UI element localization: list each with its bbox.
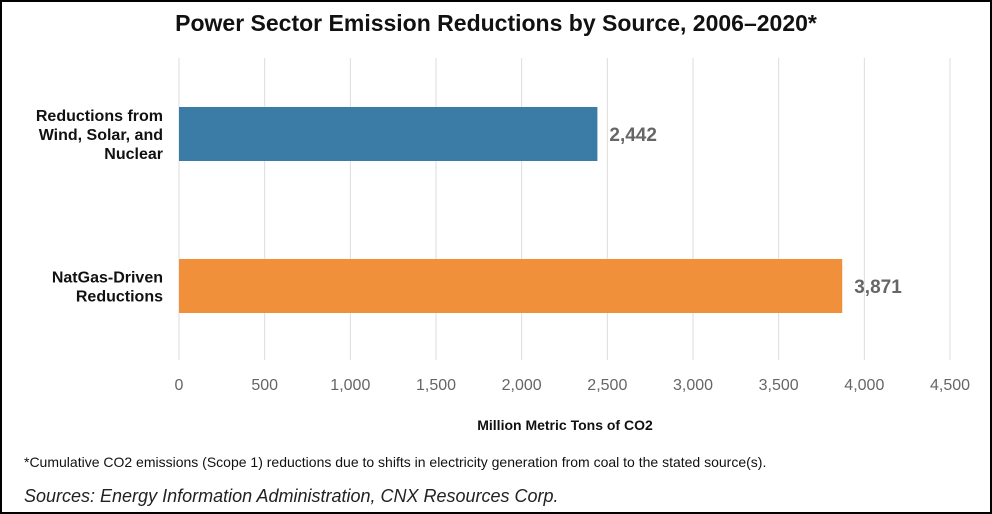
footnote: *Cumulative CO2 emissions (Scope 1) redu… (24, 454, 767, 470)
x-axis-title: Million Metric Tons of CO2 (477, 417, 653, 433)
x-tick-label: 1,500 (416, 377, 456, 394)
category-label: Reductions from Wind, Solar, and Nuclear (36, 108, 163, 163)
data-label: 2,442 (609, 125, 657, 146)
x-tick-label: 2,000 (502, 377, 542, 394)
x-tick-label: 4,000 (844, 377, 884, 394)
x-tick-label: 500 (251, 377, 278, 394)
x-tick-label: 3,000 (673, 377, 713, 394)
x-tick-label: 0 (175, 377, 184, 394)
category-label: NatGas-Driven Reductions (52, 270, 163, 306)
x-tick-label: 2,500 (587, 377, 627, 394)
x-tick-label: 1,000 (330, 377, 370, 394)
x-tick-label: 4,500 (930, 377, 970, 394)
x-tick-label: 3,500 (759, 377, 799, 394)
sources-note: Sources: Energy Information Administrati… (24, 486, 559, 506)
bar (179, 259, 843, 313)
chart-title: Power Sector Emission Reductions by Sour… (175, 10, 817, 36)
data-label: 3,871 (854, 277, 902, 298)
bar (179, 107, 598, 161)
